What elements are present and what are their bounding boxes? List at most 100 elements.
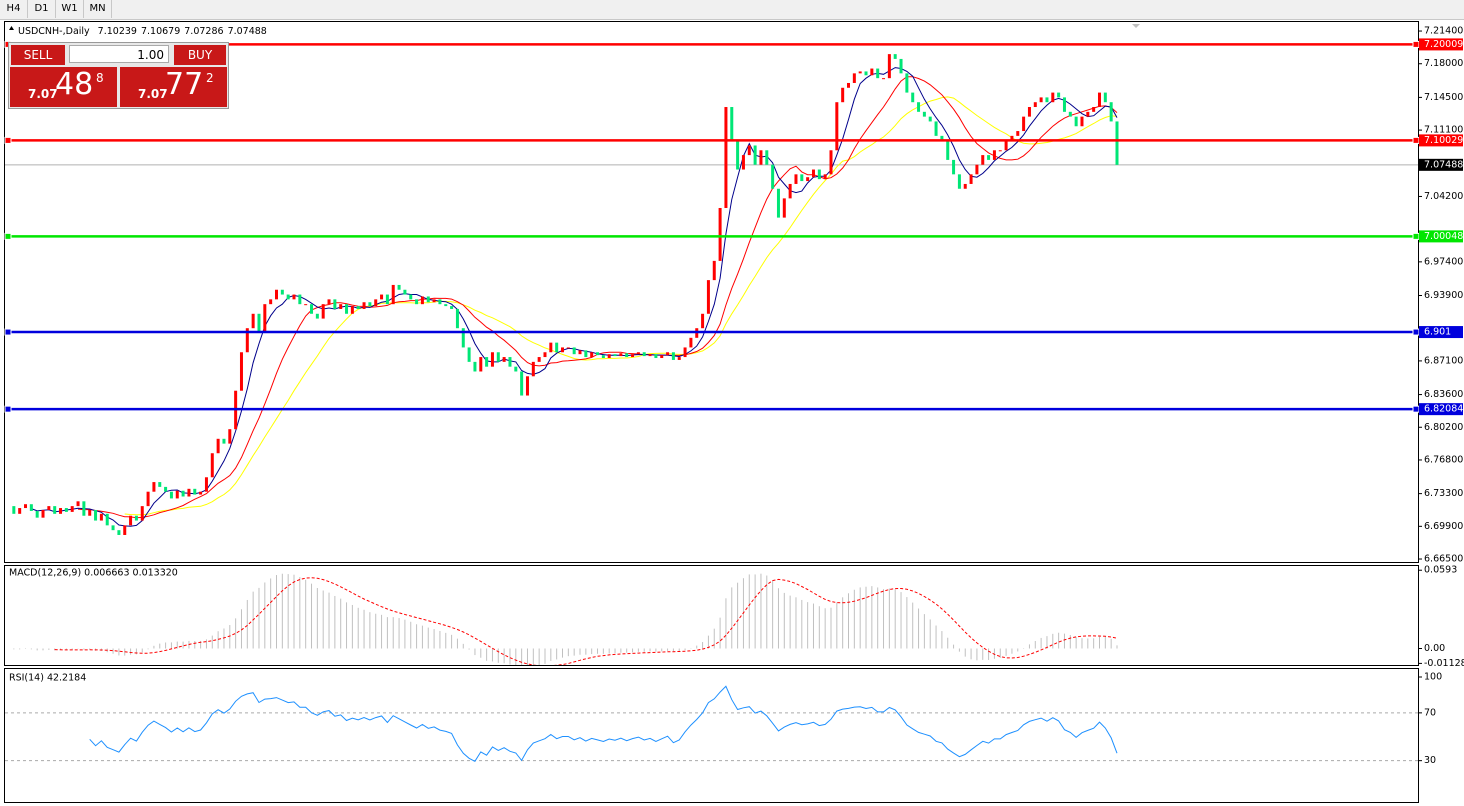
bid-label-box <box>1419 158 1463 171</box>
candle-body <box>718 207 722 261</box>
candle-body <box>385 294 389 305</box>
level-label-box <box>1419 326 1463 339</box>
candle-body <box>105 513 109 526</box>
candle-body <box>636 352 640 355</box>
candle-body <box>438 299 442 305</box>
candle-body <box>549 342 553 353</box>
y-tick-label: 7.18000 <box>1424 58 1463 69</box>
candle-body <box>455 308 459 329</box>
y-tick-label: 6.69900 <box>1424 521 1463 532</box>
candle-body <box>415 299 419 305</box>
candle-body <box>887 54 891 79</box>
tab[interactable]: W1 <box>56 0 84 18</box>
candle-body <box>771 164 775 189</box>
candle-body <box>952 159 956 175</box>
candle-body <box>794 174 798 184</box>
candle-body <box>858 71 862 74</box>
candle-body <box>1027 107 1031 117</box>
price-main: 48 <box>55 67 94 102</box>
y-tick-label: 6.87100 <box>1424 355 1463 366</box>
candle-body <box>426 296 430 303</box>
y-tick-label: 30 <box>1424 755 1436 766</box>
candle-body <box>140 506 144 521</box>
candle-body <box>292 294 296 300</box>
candle-body <box>269 299 273 305</box>
candle-body <box>1051 92 1055 103</box>
tab[interactable]: H4 <box>0 0 28 18</box>
candle-body <box>35 510 39 518</box>
tab[interactable]: MN <box>84 0 112 18</box>
level-label: 6.82084 <box>1424 404 1463 415</box>
candle-body <box>129 515 133 526</box>
level-label-box <box>1419 38 1463 51</box>
candle-body <box>333 299 337 309</box>
candle-body <box>893 54 897 59</box>
macd-title: MACD(12,26,9) 0.006663 0.013320 <box>9 568 178 579</box>
candle-body <box>263 304 267 334</box>
candle-body <box>1057 92 1061 98</box>
sell-button[interactable]: SELL <box>11 45 65 65</box>
candle-body <box>940 135 944 141</box>
buy-price[interactable]: 7.07 77 2 <box>120 67 227 107</box>
tab[interactable]: D1 <box>28 0 56 18</box>
candle-body <box>339 304 343 309</box>
y-tick-label: 7.21400 <box>1424 26 1463 37</box>
candle-body <box>502 357 506 362</box>
candle-body <box>817 169 821 180</box>
level-label: 6.901 <box>1424 327 1451 338</box>
candle-body <box>654 354 658 359</box>
candle-body <box>946 140 950 160</box>
candle-body <box>222 438 226 444</box>
level-label: 7.00048 <box>1424 231 1463 242</box>
candle-body <box>847 82 851 88</box>
buy-button[interactable]: BUY <box>174 45 226 65</box>
candle-body <box>806 177 810 182</box>
candle-body <box>164 486 168 492</box>
candle-body <box>747 145 751 156</box>
candle-body <box>1045 97 1049 103</box>
candle-body <box>613 354 617 357</box>
macd-signal <box>54 577 1118 665</box>
candle-body <box>1062 97 1066 112</box>
rsi-frame <box>4 668 1419 803</box>
candle-body <box>327 299 331 305</box>
candle-body <box>514 366 518 372</box>
candle-body <box>409 294 413 300</box>
candle-body <box>251 313 255 329</box>
y-tick-label: 6.76800 <box>1424 454 1463 465</box>
candle-body <box>315 313 319 319</box>
candle-body <box>88 509 92 516</box>
candle-body <box>963 183 967 189</box>
candle-body <box>934 121 938 136</box>
price-big: 7.07 <box>138 87 168 101</box>
lot-input[interactable]: 1.00 <box>69 45 169 63</box>
candle-body <box>811 169 815 178</box>
candle-body <box>239 352 243 391</box>
candle-body <box>152 482 156 492</box>
candle-body <box>525 376 529 396</box>
candle-body <box>473 361 477 372</box>
level-handle <box>1412 328 1420 336</box>
timeframe-toolbar: H4 D1 W1 MN <box>0 0 1464 20</box>
y-tick-label: 7.14500 <box>1424 92 1463 103</box>
candle-body <box>607 354 611 359</box>
candle-body <box>928 116 932 122</box>
candle-body <box>210 453 214 478</box>
moving-average <box>77 76 1118 519</box>
candle-body <box>829 150 833 175</box>
candle-body <box>765 150 769 165</box>
candle-body <box>444 304 448 307</box>
y-tick-label: 6.93900 <box>1424 290 1463 301</box>
candle-body <box>12 506 16 514</box>
candle-body <box>724 107 728 208</box>
candle-body <box>712 260 716 281</box>
candle-body <box>753 145 757 165</box>
candle-body <box>1004 140 1008 151</box>
candle-body <box>1010 135 1014 141</box>
sell-price[interactable]: 7.07 48 8 <box>10 67 117 107</box>
candle-body <box>835 102 839 151</box>
candle-body <box>1016 131 1020 136</box>
candle-body <box>310 304 314 314</box>
candle-body <box>561 347 564 353</box>
candle-body <box>1097 92 1101 108</box>
